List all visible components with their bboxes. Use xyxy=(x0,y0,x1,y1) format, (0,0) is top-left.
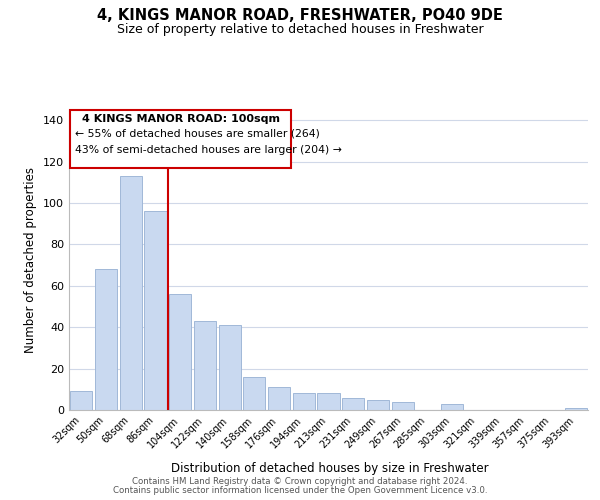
Bar xyxy=(317,394,340,410)
Bar xyxy=(565,408,587,410)
Bar xyxy=(194,321,216,410)
Bar xyxy=(70,392,92,410)
Bar xyxy=(95,270,117,410)
Bar xyxy=(243,377,265,410)
FancyBboxPatch shape xyxy=(70,110,292,168)
Bar xyxy=(218,325,241,410)
Text: 43% of semi-detached houses are larger (204) →: 43% of semi-detached houses are larger (… xyxy=(75,145,342,155)
Bar xyxy=(169,294,191,410)
Text: Distribution of detached houses by size in Freshwater: Distribution of detached houses by size … xyxy=(171,462,489,475)
Bar xyxy=(293,394,315,410)
Text: 4, KINGS MANOR ROAD, FRESHWATER, PO40 9DE: 4, KINGS MANOR ROAD, FRESHWATER, PO40 9D… xyxy=(97,8,503,22)
Text: 4 KINGS MANOR ROAD: 100sqm: 4 KINGS MANOR ROAD: 100sqm xyxy=(82,114,280,124)
Text: Size of property relative to detached houses in Freshwater: Size of property relative to detached ho… xyxy=(116,22,484,36)
Text: Contains HM Land Registry data © Crown copyright and database right 2024.: Contains HM Land Registry data © Crown c… xyxy=(132,477,468,486)
Bar xyxy=(392,402,414,410)
Bar xyxy=(367,400,389,410)
Bar xyxy=(268,387,290,410)
Bar xyxy=(145,212,167,410)
Text: Contains public sector information licensed under the Open Government Licence v3: Contains public sector information licen… xyxy=(113,486,487,495)
Text: ← 55% of detached houses are smaller (264): ← 55% of detached houses are smaller (26… xyxy=(75,128,320,138)
Y-axis label: Number of detached properties: Number of detached properties xyxy=(25,167,37,353)
Bar xyxy=(441,404,463,410)
Bar xyxy=(119,176,142,410)
Bar xyxy=(342,398,364,410)
